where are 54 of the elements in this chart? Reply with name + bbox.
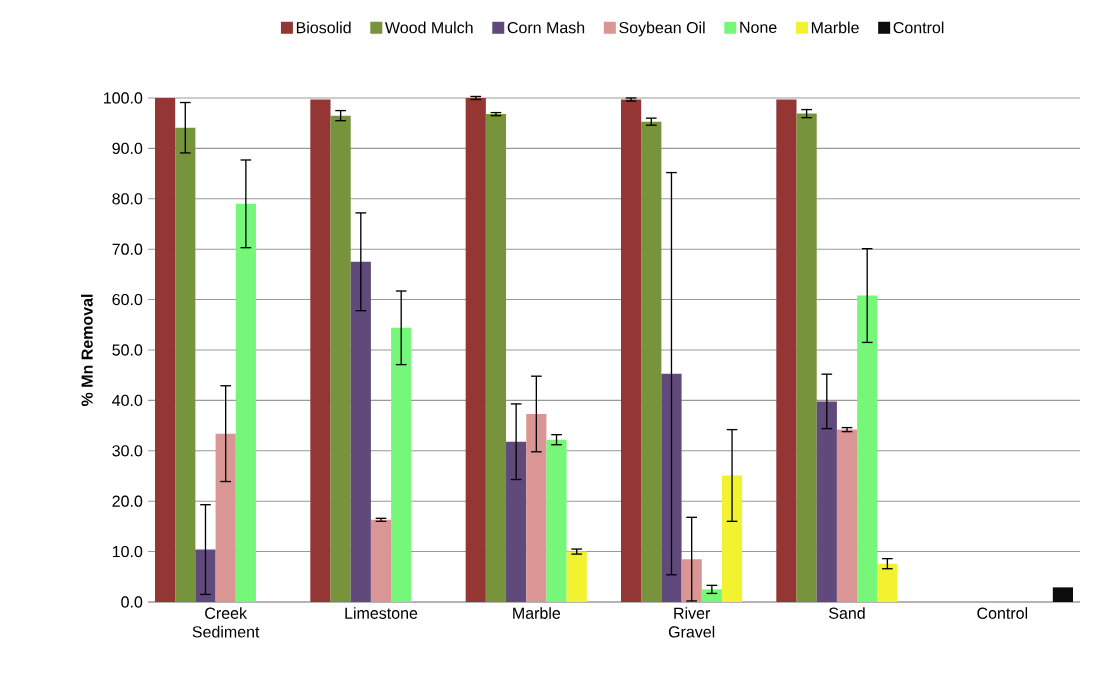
bar: [370, 519, 392, 602]
bar: [776, 99, 797, 602]
bar: [721, 475, 743, 602]
y-tick-label: 90.0: [112, 142, 143, 155]
y-tick-label: 70.0: [112, 243, 143, 255]
bar: [195, 549, 216, 602]
legend-label: Marble: [811, 21, 859, 34]
x-tick-label: Control: [977, 607, 1028, 619]
y-tick-label: 60.0: [112, 293, 143, 306]
y-tick-label: 30.0: [112, 445, 143, 457]
y-axis-title: % Mn Removal: [81, 294, 93, 407]
bar: [350, 261, 371, 602]
legend-label: Biosolid: [296, 21, 351, 34]
bar: [175, 127, 196, 602]
bar: [526, 413, 547, 602]
y-tick-label: 0.0: [121, 596, 143, 608]
bar: [154, 97, 176, 602]
y-tick-label: 50.0: [112, 344, 143, 356]
bar: [816, 401, 837, 602]
bar: [620, 99, 642, 602]
x-tick-label: Limestone: [345, 607, 418, 619]
bar: [391, 327, 412, 602]
bar: [215, 433, 236, 602]
bar: [641, 121, 662, 602]
x-tick-label: Sand: [829, 607, 865, 619]
bar: [1052, 587, 1074, 602]
x-tick-label: Creek Sediment: [192, 607, 260, 638]
bar: [661, 373, 682, 602]
y-tick-label: 20.0: [112, 495, 143, 507]
y-tick-label: 100.0: [104, 92, 143, 104]
legend-label: None: [740, 21, 777, 33]
bar: [857, 295, 878, 602]
bar: [235, 203, 256, 602]
x-tick-label: Marble: [513, 607, 561, 619]
bar: [836, 429, 858, 602]
x-tick-label: River Gravel: [668, 607, 715, 638]
bar: [330, 115, 351, 602]
legend-label: Wood Mulch: [385, 21, 473, 34]
y-tick-label: 40.0: [112, 394, 143, 407]
bar: [701, 589, 722, 602]
bar: [310, 99, 331, 602]
legend-label: Soybean Oil: [619, 21, 705, 37]
legend-label: Control: [893, 21, 944, 34]
legend-label: Corn Mash: [507, 21, 585, 34]
bar: [546, 439, 567, 602]
bar: [566, 551, 587, 602]
y-tick-label: 10.0: [112, 545, 143, 558]
y-tick-label: 80.0: [112, 193, 143, 205]
bar: [877, 563, 898, 602]
bar: [681, 559, 702, 602]
bar: [506, 441, 527, 602]
bar: [796, 113, 817, 602]
bar: [465, 97, 486, 602]
bar: [485, 114, 507, 602]
